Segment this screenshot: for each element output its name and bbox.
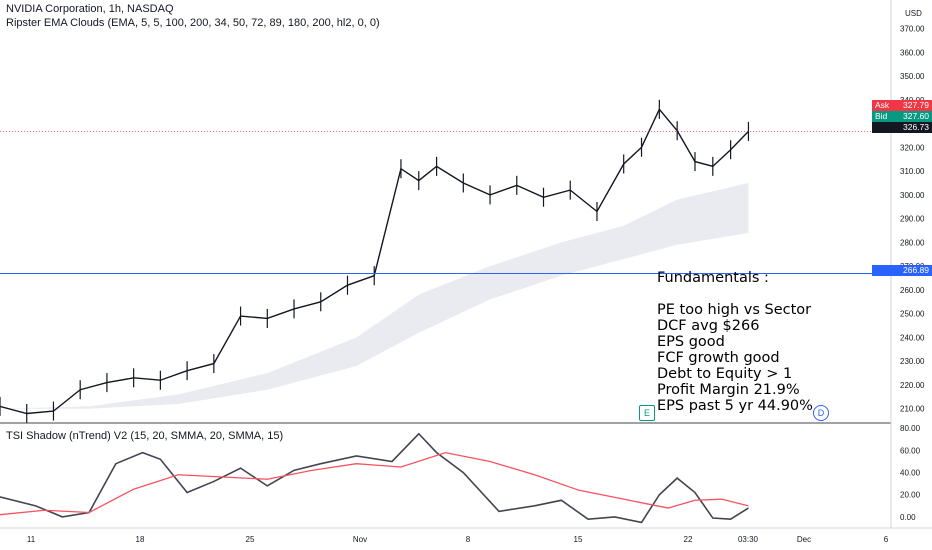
oscillator-tick-label: 20.00 [900,491,921,500]
last-price-tag: 326.73 [872,122,932,133]
price-axis-ticks: 210.00220.00230.00240.00250.00260.00270.… [900,25,925,414]
ask-value: 327.79 [903,100,929,110]
ask-label: Ask [875,100,890,110]
time-tick-label: 25 [246,535,255,544]
price-tick-label: 230.00 [900,357,925,366]
price-tick-label: 210.00 [900,405,925,414]
price-tick-label: 240.00 [900,333,925,342]
level-tag: 266.89 [872,265,932,276]
price-ema-line [0,108,749,415]
oscillator-tick-label: 40.00 [900,469,921,478]
time-tick-label: 8 [466,535,471,544]
oscillator-tick-label: 60.00 [900,446,921,455]
oscillator-tick-label: 0.00 [900,513,916,522]
note-line: EPS good [657,334,725,350]
note-line: FCF growth good [657,350,780,366]
support-level-line [0,130,891,275]
indicator-title[interactable]: Ripster EMA Clouds (EMA, 5, 5, 100, 200,… [6,17,380,29]
time-tick-label: 18 [136,535,145,544]
note-line: DCF avg $266 [657,318,760,334]
note-line: PE too high vs Sector [657,302,812,318]
time-tick-label: 03:30 [738,535,759,544]
time-tick-label: 22 [684,535,693,544]
oscillator-tick-label: 80.00 [900,424,921,433]
bid-tag: Bid 327.60 [872,111,932,122]
price-series [0,99,750,423]
price-tick-label: 290.00 [900,215,925,224]
symbol-title[interactable]: NVIDIA Corporation, 1h, NASDAQ [6,3,174,15]
time-tick-label: 11 [27,535,36,544]
tsi-line [0,432,749,524]
price-tick-label: 300.00 [900,191,925,200]
level-value: 266.89 [903,265,929,275]
price-tick-label: 220.00 [900,381,925,390]
notes-title: Fundamentals : [657,270,769,286]
price-tick-label: 360.00 [900,48,925,57]
ema-cloud-band [0,182,749,409]
price-tick-label: 250.00 [900,310,925,319]
fundamentals-note[interactable]: Fundamentals : PE too high vs Sector DCF… [657,270,813,414]
time-tick-label: 6 [884,535,889,544]
price-tick-label: 280.00 [900,238,925,247]
time-tick-label: 15 [574,535,583,544]
note-line: Debt to Equity > 1 [657,366,793,382]
last-price-value: 326.73 [903,122,929,132]
ask-tag: Ask 327.79 [872,100,932,111]
price-tick-label: 260.00 [900,286,925,295]
note-line: EPS past 5 yr 44.90% [657,398,813,414]
earnings-badge-icon[interactable]: E [639,405,655,421]
bid-label: Bid [875,111,888,121]
time-tick-label: Nov [353,535,367,544]
currency-label: USD [905,9,922,18]
dividend-badge-icon[interactable]: D [813,405,829,421]
price-tick-label: 320.00 [900,143,925,152]
oscillator-axis-ticks: 0.00 20.00 40.00 60.00 80.00 [900,424,921,522]
price-tick-label: 310.00 [900,167,925,176]
price-tick-label: 370.00 [900,25,925,34]
price-tick-label: 350.00 [900,72,925,81]
ema-cloud [0,182,749,409]
tsi-signal-line [0,451,749,516]
oscillator-title[interactable]: TSI Shadow (nTrend) V2 (15, 20, SMMA, 20… [6,430,284,442]
time-tick-label: Dec [797,535,811,544]
bid-value: 327.60 [903,111,929,121]
note-line: Profit Margin 21.9% [657,382,800,398]
time-axis-ticks: 11 18 25 Nov 8 15 22 03:30 Dec 6 [27,535,889,544]
tsi-oscillator [0,432,749,524]
